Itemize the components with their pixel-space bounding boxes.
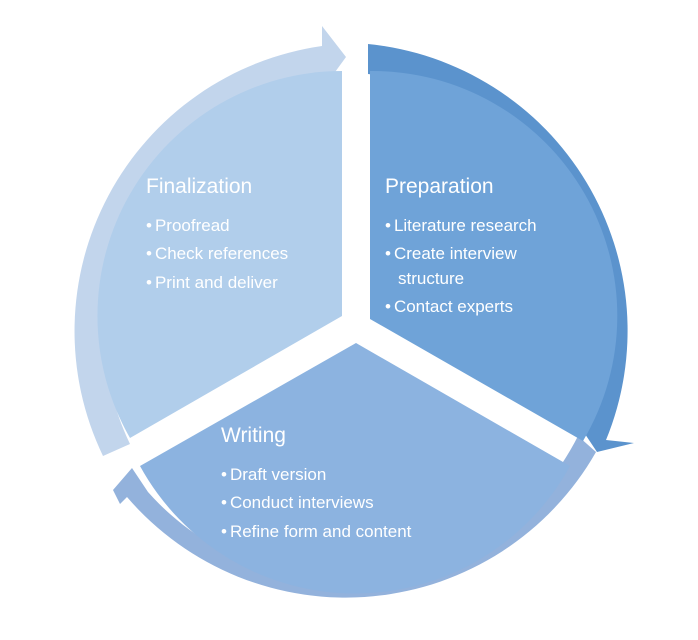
- preparation-bullet-3: • Contact experts: [385, 297, 513, 316]
- writing-bullet-1: • Draft version: [221, 465, 326, 484]
- preparation-bullet-2-cont: structure: [398, 269, 464, 288]
- writing-text: Writing • Draft version • Conduct intervie…: [221, 424, 412, 541]
- preparation-segment: [370, 70, 618, 442]
- finalization-bullet-3: • Print and deliver: [146, 273, 278, 292]
- finalization-bullet-1: • Proofread: [146, 216, 230, 235]
- writing-segment: [140, 343, 570, 594]
- finalization-segment: [97, 71, 342, 438]
- preparation-text: Preparation • Literature research • Create…: [385, 175, 537, 316]
- finalization-text: Finalization • Proofread • Check reference…: [146, 175, 288, 292]
- writing-title: Writing: [221, 424, 286, 447]
- writing-bullet-2: • Conduct interviews: [221, 493, 374, 512]
- finalization-bullet-2: • Check references: [146, 244, 288, 263]
- writing-bullet-3: • Refine form and content: [221, 522, 412, 541]
- preparation-title: Preparation: [385, 175, 494, 198]
- preparation-bullet-1: • Literature research: [385, 216, 537, 235]
- finalization-title: Finalization: [146, 175, 252, 198]
- cycle-segments: [97, 70, 618, 594]
- preparation-bullet-2: • Create interview: [385, 244, 518, 263]
